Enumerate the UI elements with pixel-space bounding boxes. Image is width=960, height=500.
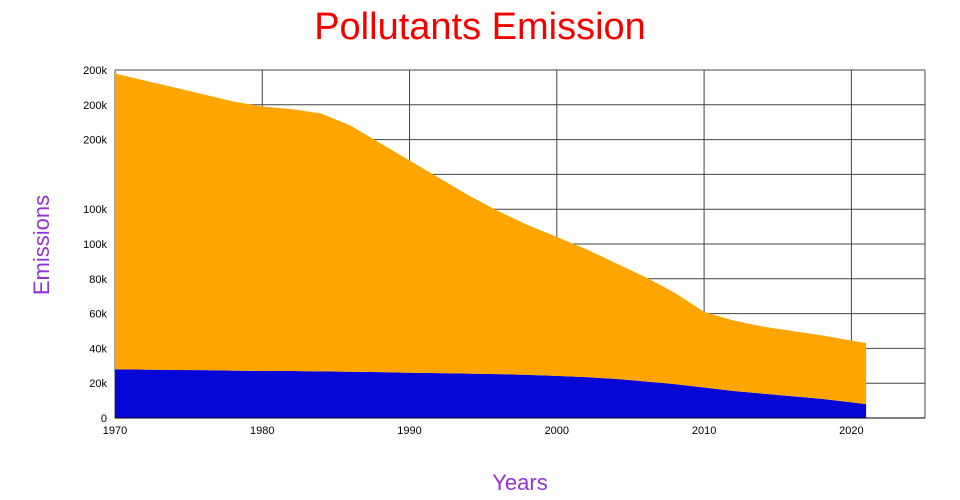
orange-series-area	[115, 73, 867, 405]
x-tick-label: 1970	[103, 425, 127, 437]
y-tick-label: 40k	[89, 343, 107, 355]
chart-title: Pollutants Emission	[314, 6, 646, 48]
x-tick-label: 1980	[250, 425, 274, 437]
y-tick-label: 20k	[89, 378, 107, 390]
x-tick-label: 1990	[397, 425, 421, 437]
y-tick-label: 200k	[83, 65, 107, 77]
y-tick-label: 200k	[83, 100, 107, 112]
y-tick-label: 100k	[83, 204, 107, 216]
blue-series-area	[115, 369, 867, 418]
y-tick-label: 100k	[83, 239, 107, 251]
y-tick-label: 0	[101, 413, 107, 425]
x-tick-label: 2000	[545, 425, 569, 437]
y-tick-label: 80k	[89, 274, 107, 286]
x-tick-label: 2010	[692, 425, 716, 437]
y-tick-label: 200k	[83, 135, 107, 147]
y-tick-label: 60k	[89, 309, 107, 321]
x-axis-label: Years	[492, 470, 548, 495]
x-tick-label: 2020	[839, 425, 863, 437]
